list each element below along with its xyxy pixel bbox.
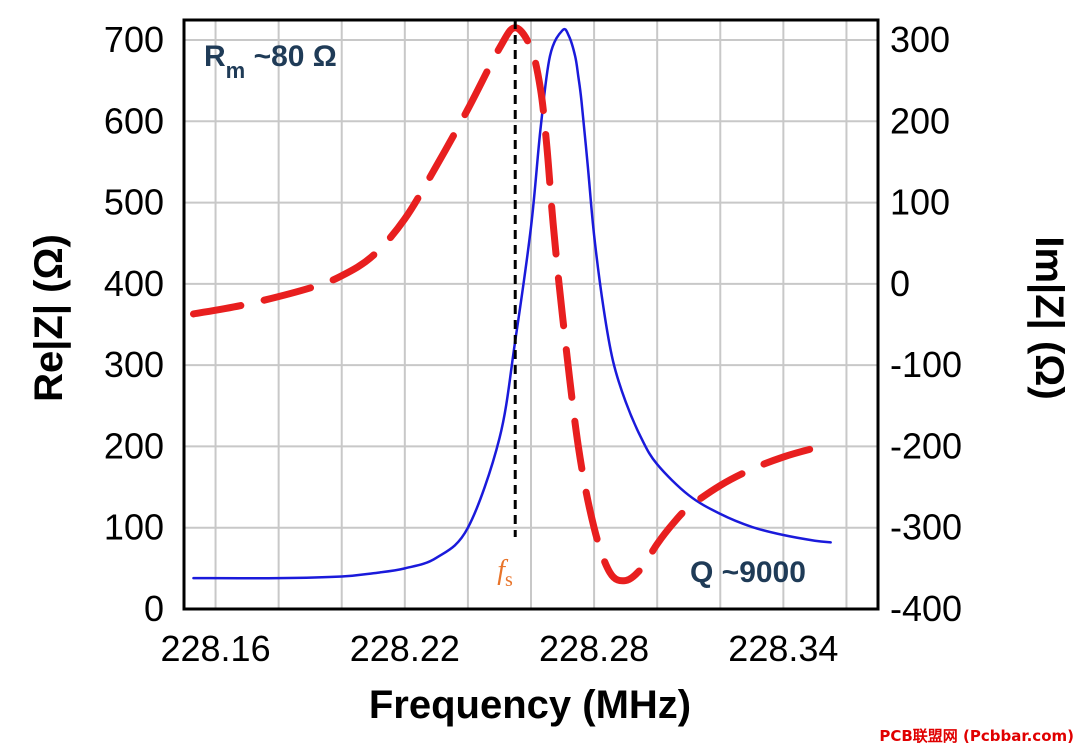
left-y-tick: 700 — [104, 19, 164, 60]
right-y-tick: 100 — [890, 182, 950, 223]
rm-annotation-value: ~80 Ω — [245, 40, 337, 73]
right-y-tick-labels: -400 -300 -200 -100 0 100 200 300 — [890, 19, 962, 629]
left-y-axis-title: Re|Z| (Ω) — [27, 234, 71, 402]
fs-label: fs — [497, 555, 513, 591]
right-y-tick: 0 — [890, 263, 910, 304]
left-y-tick: 300 — [104, 344, 164, 385]
right-y-tick: -400 — [890, 588, 962, 629]
imag-impedance-line — [189, 24, 835, 585]
left-y-tick: 200 — [104, 425, 164, 466]
right-y-tick: -300 — [890, 507, 962, 548]
x-axis-title: Frequency (MHz) — [369, 683, 691, 727]
right-y-tick: -200 — [890, 425, 962, 466]
fs-label-main: f — [497, 555, 508, 586]
right-y-tick: 300 — [890, 19, 950, 60]
fs-label-sub: s — [505, 569, 513, 591]
right-y-tick: 200 — [890, 100, 950, 141]
rm-annotation-sub: m — [226, 58, 246, 83]
left-y-tick: 400 — [104, 263, 164, 304]
grid-lines — [184, 20, 878, 610]
rm-annotation-main: R — [204, 40, 226, 73]
right-y-axis-title: Im|Z| (Ω) — [1027, 236, 1071, 399]
left-y-tick: 0 — [144, 588, 164, 629]
x-tick: 228.16 — [160, 628, 270, 669]
x-tick: 228.34 — [728, 628, 838, 669]
left-y-tick-labels: 0 100 200 300 400 500 600 700 — [104, 19, 164, 629]
plot-area-frame — [182, 18, 880, 611]
q-annotation: Q ~9000 — [690, 556, 806, 589]
x-tick-labels: 228.16 228.22 228.28 228.34 — [160, 628, 838, 669]
left-y-tick: 500 — [104, 182, 164, 223]
series-layer — [189, 24, 835, 585]
real-impedance-line — [192, 27, 832, 580]
left-y-tick: 600 — [104, 100, 164, 141]
x-tick: 228.28 — [539, 628, 649, 669]
right-y-tick: -100 — [890, 344, 962, 385]
x-tick: 228.22 — [350, 628, 460, 669]
left-y-tick: 100 — [104, 507, 164, 548]
rm-annotation: Rm ~80 Ω — [204, 40, 337, 83]
watermark: PCB联盟网 (Pcbbar.com) — [879, 727, 1074, 745]
